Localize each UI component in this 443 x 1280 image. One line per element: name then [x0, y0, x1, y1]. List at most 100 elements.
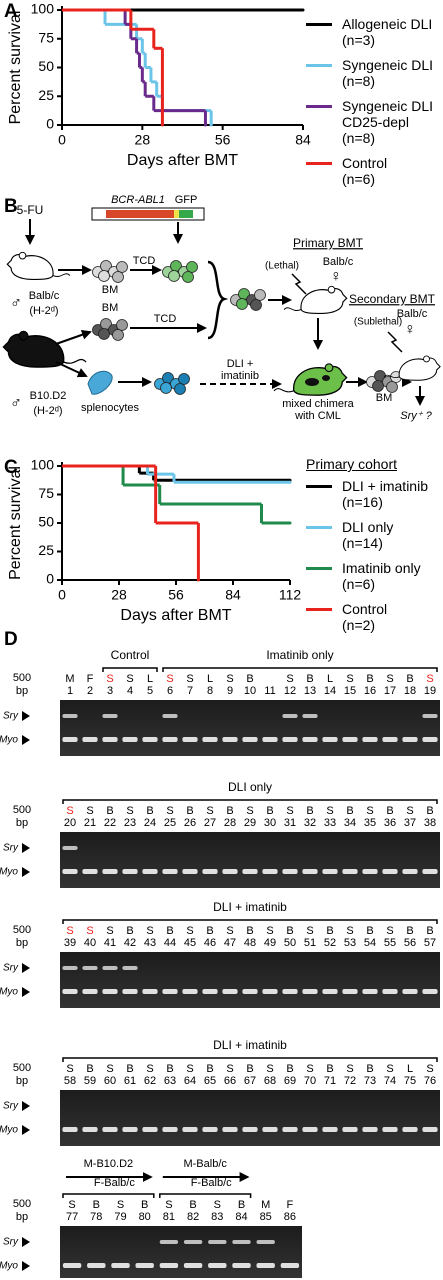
cell	[372, 380, 384, 392]
panel-letter: B	[4, 196, 18, 217]
lane-label: B	[141, 1199, 148, 1211]
lane-number: 67	[244, 1075, 256, 1087]
lane-number: 35	[364, 817, 376, 829]
myo-band	[402, 737, 418, 742]
label: Myo	[0, 867, 18, 878]
band-pointer	[22, 711, 30, 721]
lane-label: S	[226, 1063, 233, 1075]
lane-label: S	[406, 805, 413, 817]
myo-band	[280, 1263, 300, 1268]
cell	[250, 299, 262, 311]
myo-band	[322, 989, 338, 994]
mouse-body	[2, 333, 65, 368]
myo-band	[262, 989, 278, 994]
cell	[236, 298, 248, 310]
lane-label: S	[206, 805, 213, 817]
lane-number: 18	[404, 685, 416, 697]
y-tick-label: 75	[38, 29, 54, 45]
survival-end	[301, 8, 305, 12]
lane-number: 61	[124, 1075, 136, 1087]
lane-number: 22	[104, 817, 116, 829]
myo-band	[242, 989, 258, 994]
label: B10.D2	[30, 390, 67, 402]
lane-number: 49	[264, 937, 276, 949]
lane-label: S	[386, 1063, 393, 1075]
y-tick-label: 25	[38, 542, 54, 558]
lane-label: S	[166, 673, 173, 685]
x-tick-label: 0	[58, 132, 66, 148]
myo-band	[422, 989, 438, 994]
label: with CML	[294, 410, 341, 422]
lane-label: S	[66, 805, 73, 817]
sry-band	[232, 1240, 251, 1244]
lane-number: 34	[344, 817, 356, 829]
lane-number: 38	[424, 817, 436, 829]
group-bracket	[62, 1057, 438, 1062]
label: TCD	[133, 255, 156, 267]
label: Myo	[0, 735, 18, 746]
y-tick-label: 100	[31, 1, 55, 17]
legend-label: DLI only (n=14)	[342, 519, 394, 551]
myo-band	[256, 1263, 275, 1268]
sry-band	[162, 714, 178, 718]
lane-number: 31	[284, 817, 296, 829]
myo-band	[382, 737, 398, 742]
label: bp	[16, 937, 28, 949]
mouse-ear	[324, 363, 334, 373]
myo-band	[162, 989, 178, 994]
myo-band	[82, 989, 98, 994]
label: mixed chimera	[282, 398, 354, 410]
group-title: F-Balb/c	[191, 1177, 232, 1189]
myo-band	[362, 737, 378, 742]
x-tick-label: 84	[225, 587, 241, 603]
legend-swatch	[306, 64, 332, 67]
label: Sry⁺ ?	[400, 410, 432, 422]
group-bracket	[62, 799, 438, 804]
myo-band	[382, 1127, 398, 1132]
lane-label: S	[106, 673, 113, 685]
lane-label: B	[246, 673, 253, 685]
myo-band	[242, 1127, 258, 1132]
lane-number: 81	[163, 1211, 175, 1223]
lane-number: 26	[184, 817, 196, 829]
myo-band	[402, 989, 418, 994]
band-pointer	[22, 1101, 30, 1111]
lane-number: 15	[344, 685, 356, 697]
lane-number: 79	[114, 1211, 126, 1223]
lane-number: 6	[167, 685, 173, 697]
legend-item: Syngeneic DLI CD25-depl (n=8)	[306, 98, 443, 146]
lane-number: 69	[284, 1075, 296, 1087]
y-tick-label: 25	[38, 87, 54, 103]
group-title: M-B10.D2	[84, 1158, 134, 1170]
lane-label: B	[93, 1199, 100, 1211]
lane-label: S	[306, 1063, 313, 1075]
lane-number: 4	[127, 685, 133, 697]
lane-label: S	[186, 1063, 193, 1075]
lane-number: 17	[384, 685, 396, 697]
myo-band	[342, 737, 358, 742]
lane-number: 9	[227, 685, 233, 697]
legend-item: Imatinib only (n=6)	[306, 560, 443, 592]
myo-band	[122, 737, 138, 742]
lane-label: B	[286, 1063, 293, 1075]
legend: Allogeneic DLI (n=3) Syngeneic DLI (n=8) S…	[306, 16, 443, 196]
group-bracket	[102, 667, 158, 672]
label: Myo	[0, 1125, 18, 1136]
label: Balb/c	[323, 256, 354, 268]
lane-number: 84	[235, 1211, 247, 1223]
x-axis-title: Days after BMT	[127, 152, 238, 169]
lane-label: L	[207, 673, 213, 685]
lane-label: S	[226, 673, 233, 685]
y-tick-label: 0	[46, 571, 54, 587]
lane-number: 59	[84, 1075, 96, 1087]
legend-item: DLI only (n=14)	[306, 519, 443, 551]
label: DLI +	[227, 358, 254, 370]
myo-band	[122, 989, 138, 994]
legend-item: DLI + imatinib (n=16)	[306, 478, 443, 510]
group-title: F-Balb/c	[94, 1177, 135, 1189]
lane-label: B	[126, 925, 133, 937]
lane-label: B	[246, 1063, 253, 1075]
myo-band	[202, 989, 218, 994]
myo-band	[422, 737, 438, 742]
